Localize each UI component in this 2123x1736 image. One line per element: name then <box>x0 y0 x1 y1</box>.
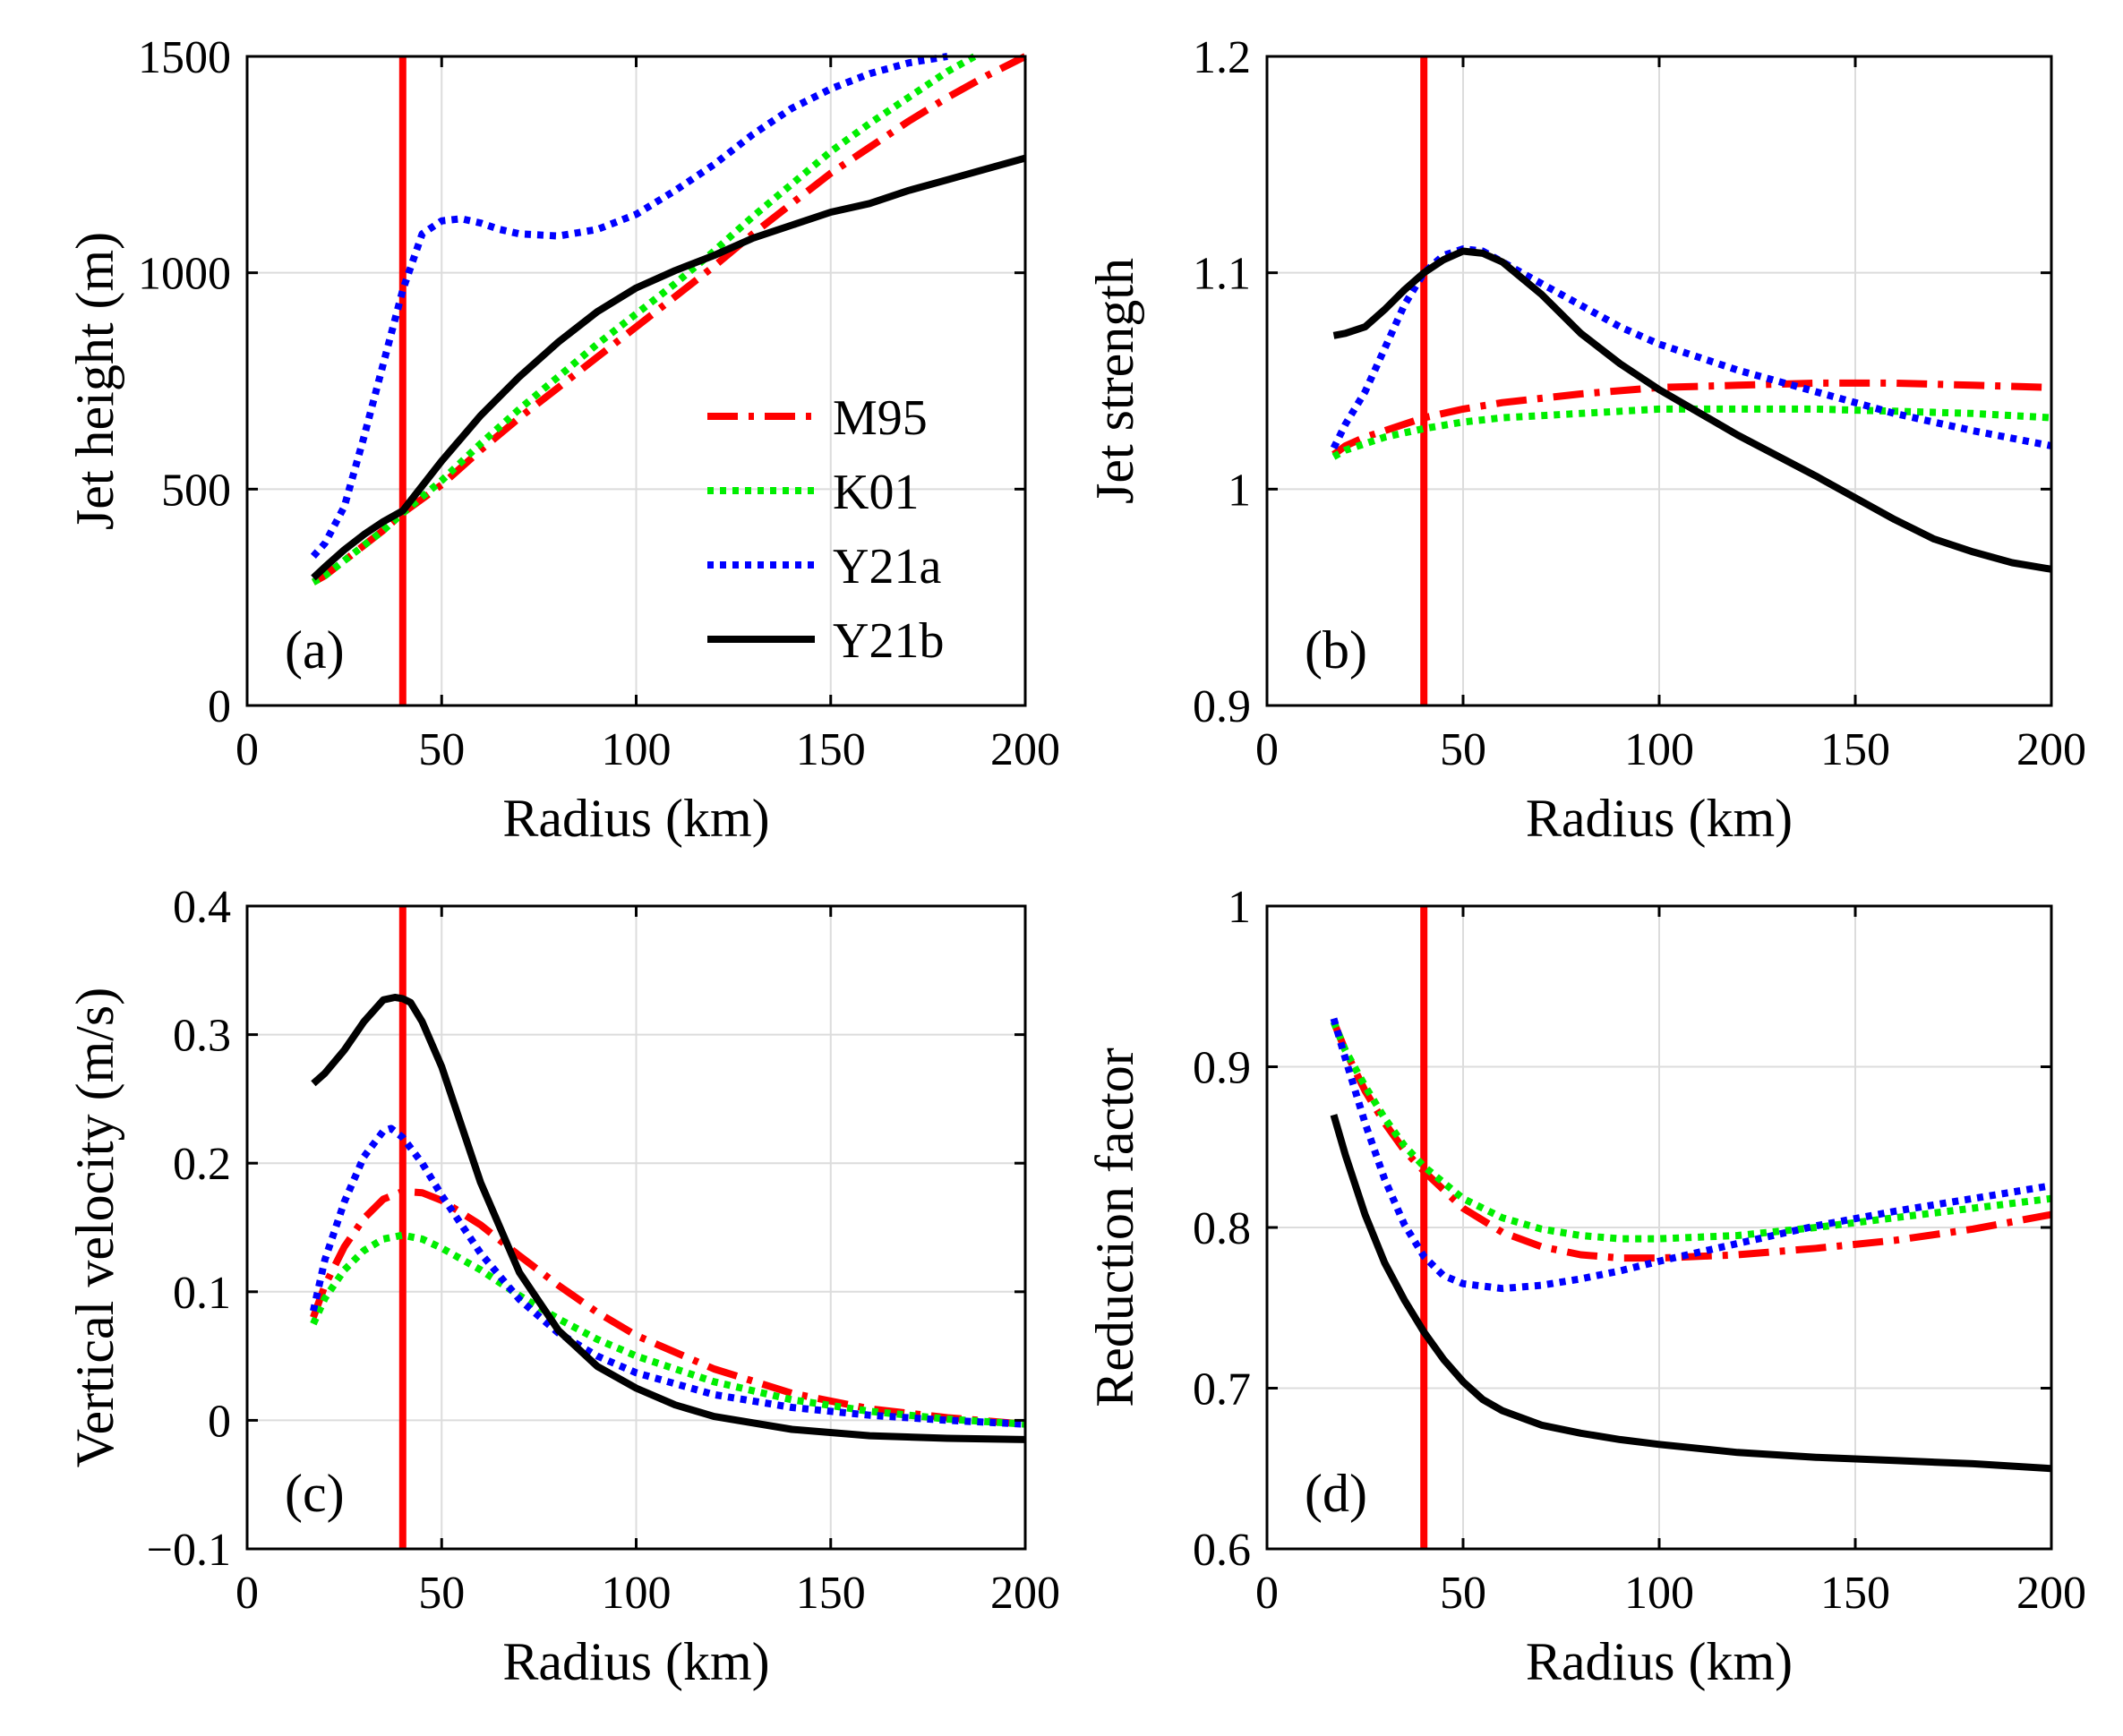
y-tick-label: 0.9 <box>1193 1043 1251 1094</box>
panel-a-label: (a) <box>285 620 345 680</box>
panel-c-label: (c) <box>285 1464 345 1523</box>
x-tick-label: 200 <box>990 724 1060 775</box>
panel-c-xlabel: Radius (km) <box>502 1632 769 1691</box>
legend: M95 K01 Y21a Y21b <box>707 390 944 669</box>
panel-d-ylabel: Reduction factor <box>1085 1048 1144 1407</box>
series-line-m95 <box>1330 1020 2052 1262</box>
series-line-m95 <box>1331 379 2052 458</box>
x-tick-label: 50 <box>418 724 465 775</box>
x-tick-label: 150 <box>1820 724 1890 775</box>
legend-label-k01: K01 <box>833 465 919 520</box>
series-line-m95 <box>310 1187 1026 1428</box>
x-tick-label: 200 <box>2016 724 2086 775</box>
y-tick-label: 1000 <box>138 249 231 300</box>
panel-b-xlabel: Radius (km) <box>1526 789 1793 848</box>
y-tick-label: 0 <box>208 681 231 732</box>
y-tick-label: 0 <box>208 1396 231 1447</box>
series-line-y21b <box>311 154 1027 581</box>
y-tick-label: 0.7 <box>1193 1364 1251 1415</box>
panel-c: 0 50 100 150 200−0.100.10.20.30.4 Radius (km… <box>65 882 1060 1691</box>
series-line-y21a <box>310 53 948 559</box>
y-tick-label: 0.6 <box>1193 1525 1251 1576</box>
panel-b-label: (b) <box>1305 620 1367 680</box>
x-tick-label: 0 <box>235 1568 259 1619</box>
series-line-k01 <box>1330 1020 2052 1243</box>
series-line-m95 <box>311 53 1027 586</box>
panel-b-series <box>1330 245 2052 573</box>
series-line-y21a <box>309 1125 1026 1428</box>
x-tick-label: 200 <box>2016 1568 2086 1619</box>
series-line-k01 <box>311 53 977 586</box>
series-line-y21b <box>1332 247 2052 573</box>
legend-label-y21b: Y21b <box>833 613 944 669</box>
series-line-y21a <box>1330 245 2052 450</box>
y-tick-label: 0.1 <box>173 1268 231 1319</box>
panel-b-ylabel: Jet strength <box>1085 258 1144 504</box>
panel-a-xlabel: Radius (km) <box>502 789 769 848</box>
panel-c-ticks: 0 50 100 150 200−0.100.10.20.30.4 <box>147 882 1060 1619</box>
x-tick-label: 150 <box>1820 1568 1890 1619</box>
x-tick-label: 100 <box>1624 724 1694 775</box>
x-tick-label: 150 <box>796 724 866 775</box>
panel-a-ylabel: Jet height (m) <box>65 232 124 530</box>
y-tick-label: 0.4 <box>173 882 231 933</box>
y-tick-label: −0.1 <box>147 1525 231 1576</box>
y-tick-label: 1500 <box>138 32 231 83</box>
x-tick-label: 100 <box>1624 1568 1694 1619</box>
y-tick-label: 1.2 <box>1193 32 1251 83</box>
y-tick-label: 0.9 <box>1193 681 1251 732</box>
y-tick-label: 1 <box>1228 882 1251 933</box>
panel-c-series <box>309 994 1026 1443</box>
panel-d-ticks: 0 50 100 150 200 0.6 0.7 0.8 0.9 1 <box>1193 882 2086 1619</box>
panel-b-grid <box>1267 56 2051 706</box>
panel-d-grid <box>1267 906 2051 1549</box>
x-tick-label: 100 <box>602 724 672 775</box>
panel-d: 0 50 100 150 200 0.6 0.7 0.8 0.9 1 Radius (km) Re… <box>1085 882 2086 1691</box>
y-tick-label: 1.1 <box>1193 249 1251 300</box>
panel-b-ticks: 0 50 100 150 200 0.9 1 1.1 1.2 <box>1193 32 2086 775</box>
panel-c-grid <box>247 906 1025 1549</box>
x-tick-label: 0 <box>1255 1568 1279 1619</box>
y-tick-label: 1 <box>1228 465 1251 516</box>
y-tick-label: 0.8 <box>1193 1203 1251 1254</box>
y-tick-label: 500 <box>161 465 231 516</box>
series-line-k01 <box>310 1231 1026 1428</box>
panel-d-xlabel: Radius (km) <box>1526 1632 1793 1691</box>
panel-c-ylabel: Vertical velocity (m/s) <box>65 988 124 1467</box>
x-tick-label: 0 <box>1255 724 1279 775</box>
y-tick-label: 0.3 <box>173 1011 231 1062</box>
x-tick-label: 150 <box>796 1568 866 1619</box>
panel-d-series <box>1330 1017 2052 1473</box>
legend-label-m95: M95 <box>833 390 928 446</box>
x-tick-label: 100 <box>602 1568 672 1619</box>
panel-b: 0 50 100 150 200 0.9 1 1.1 1.2 Radius (km) Jet s… <box>1085 32 2086 848</box>
x-tick-label: 200 <box>990 1568 1060 1619</box>
panel-a: 0 50 100 150 200 0 500 1000 1500 Radius (km) Jet… <box>65 32 1060 848</box>
panel-a-grid <box>247 56 1025 706</box>
legend-label-y21a: Y21a <box>833 539 941 594</box>
series-line-y21b <box>311 994 1026 1443</box>
panel-a-ticks: 0 50 100 150 200 0 500 1000 1500 <box>138 32 1060 775</box>
x-tick-label: 50 <box>418 1568 465 1619</box>
x-tick-label: 0 <box>235 724 259 775</box>
x-tick-label: 50 <box>1440 1568 1486 1619</box>
x-tick-label: 50 <box>1440 724 1486 775</box>
y-tick-label: 0.2 <box>173 1139 231 1190</box>
series-line-y21a <box>1330 1017 2052 1293</box>
series-line-y21b <box>1330 1114 2052 1473</box>
panel-a-series <box>310 53 1027 586</box>
panel-d-label: (d) <box>1305 1464 1367 1523</box>
